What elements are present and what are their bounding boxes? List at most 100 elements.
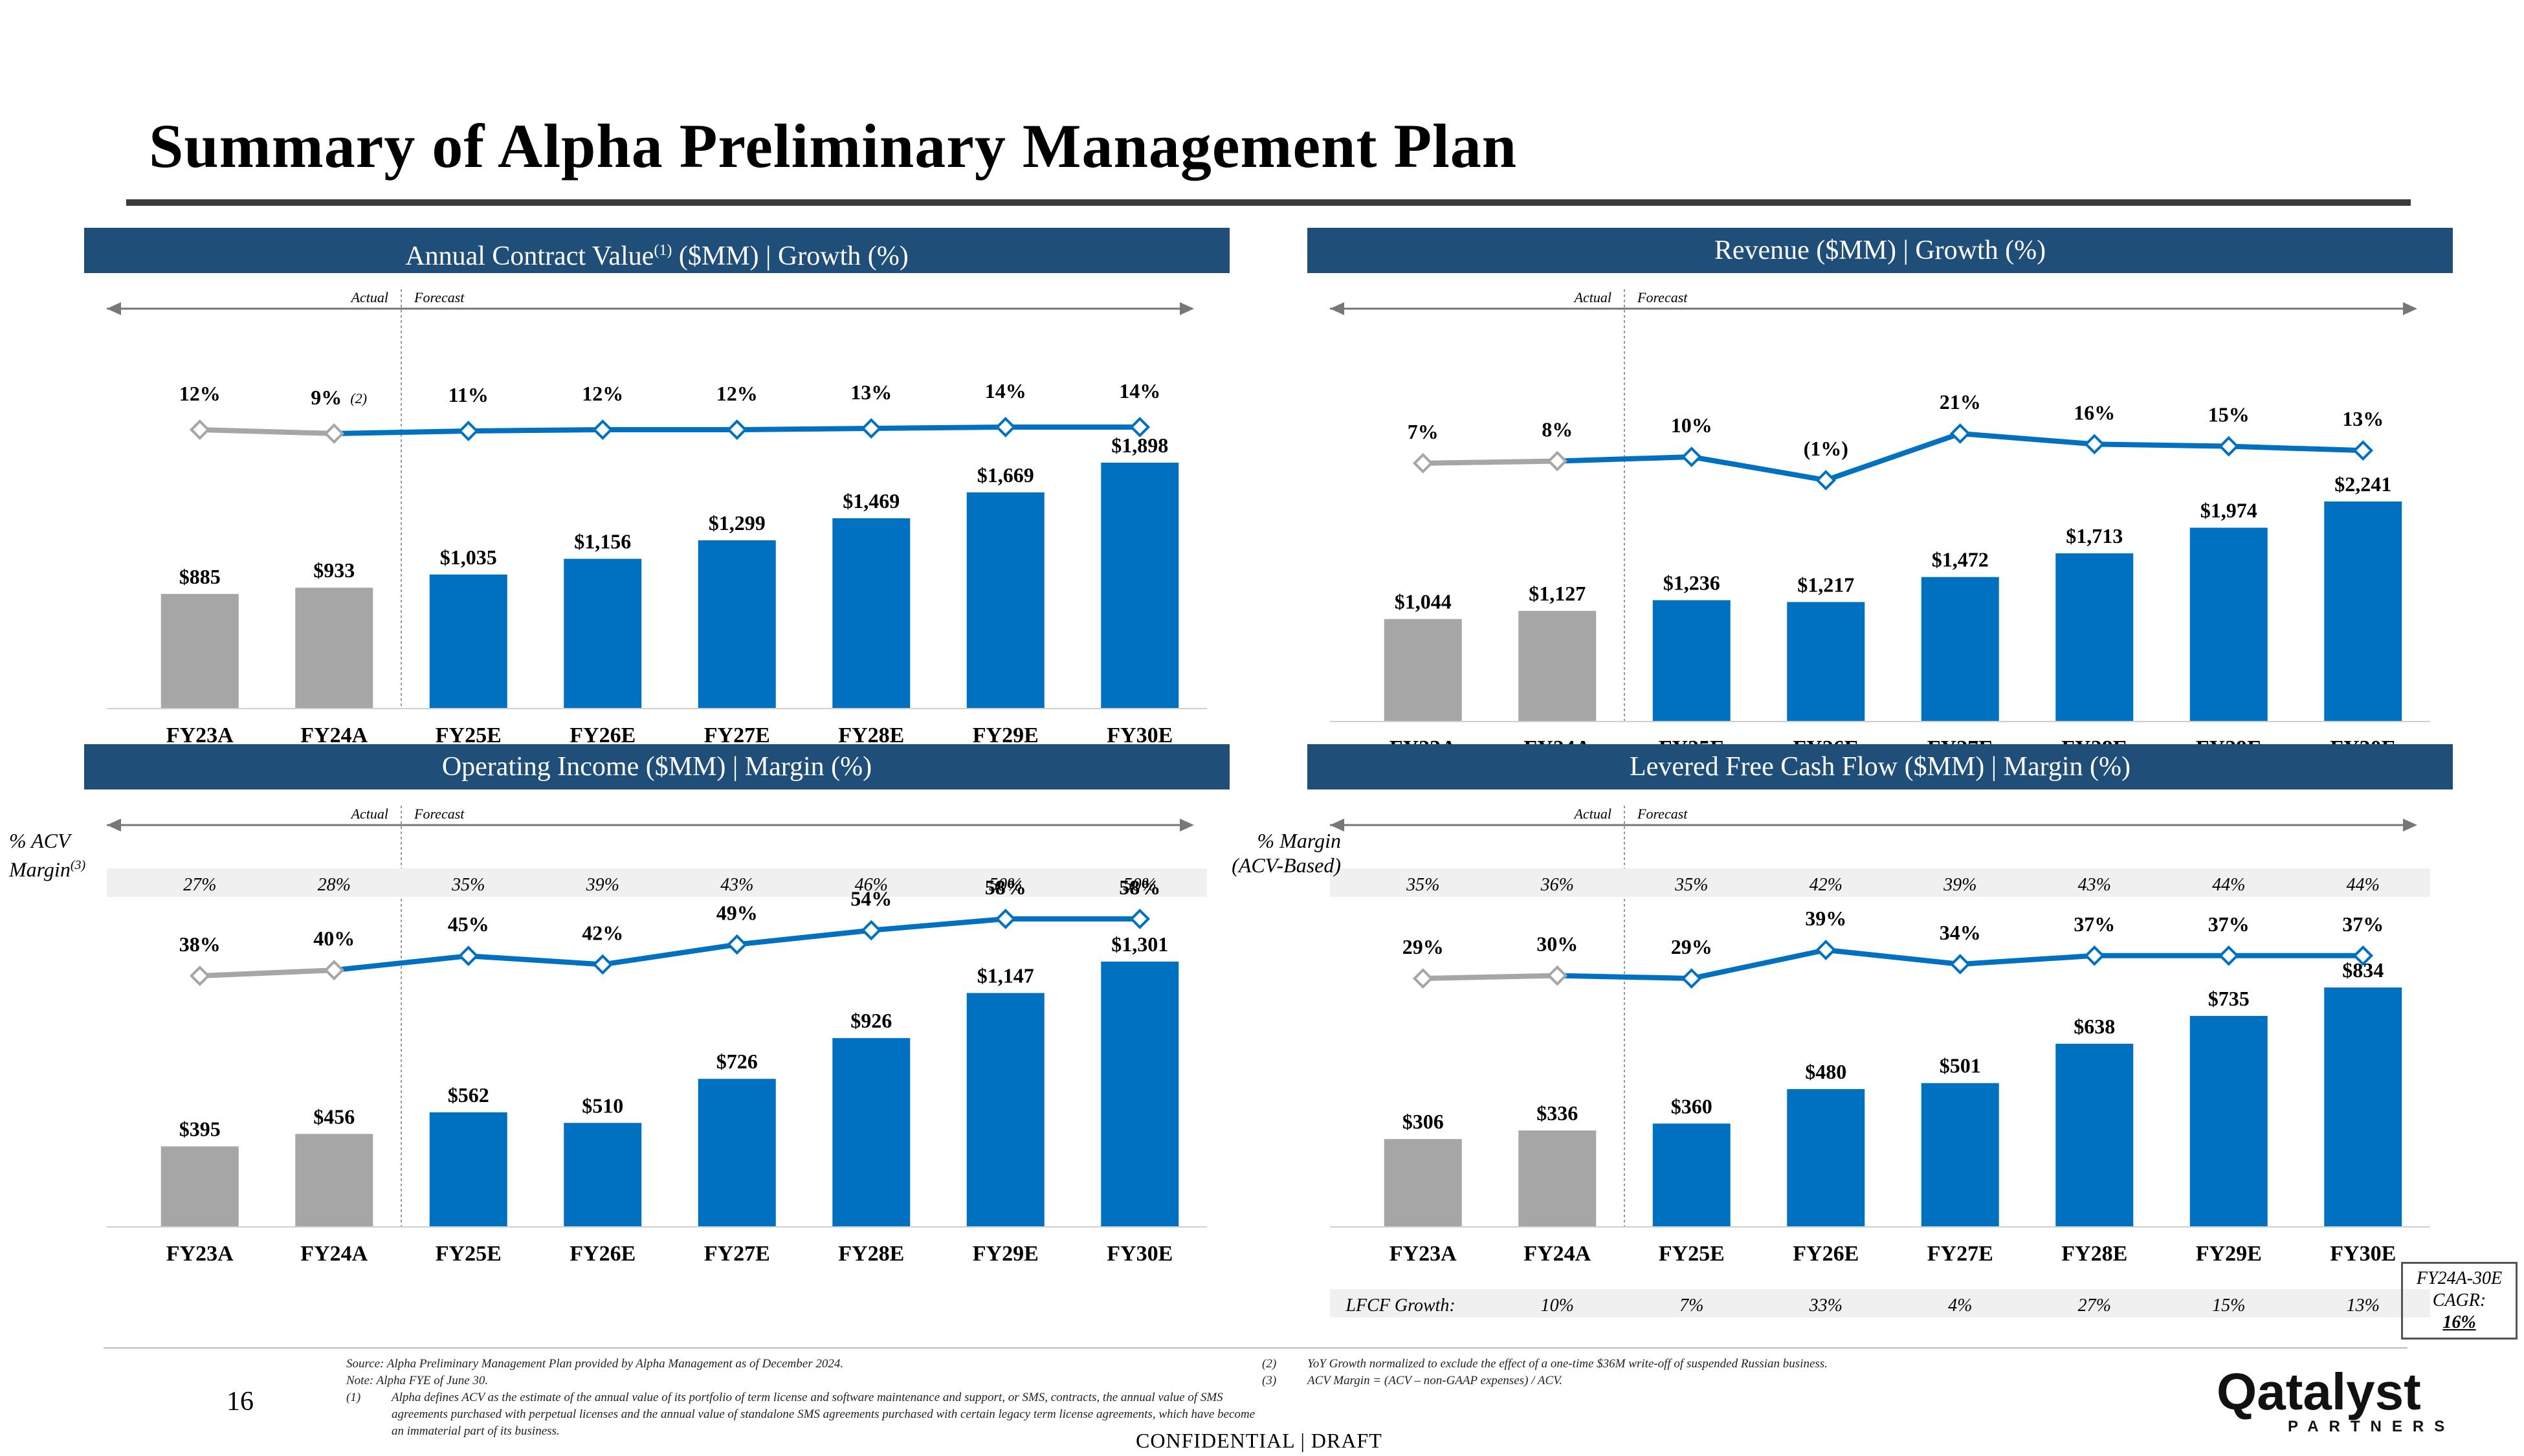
lfcf-category-label: FY28E [2061, 1242, 2127, 1266]
acv-line-value-label: 12% [179, 382, 221, 405]
revenue-line-segment [1557, 454, 1692, 464]
opinc-line-point [995, 909, 1016, 929]
acv-line-value-label: 12% [716, 382, 758, 405]
lfcf-line-segment [1960, 953, 2095, 967]
opinc-timeline-arrow-left [107, 819, 121, 832]
title-divider [126, 199, 2411, 206]
acv-line-point [861, 418, 882, 439]
revenue-line-value-label: (1%) [1804, 437, 1848, 460]
acv-bar-value-label: $1,299 [709, 511, 766, 535]
source-note: Source: Alpha Preliminary Management Pla… [346, 1357, 844, 1371]
logo-wordmark: Qatalyst [2217, 1363, 2421, 1420]
confidential-label: CONFIDENTIAL | DRAFT [1136, 1429, 1382, 1452]
lfcf-line-segment [1690, 947, 1827, 981]
lfcf-line-value-label: 29% [1402, 935, 1444, 958]
revenue-bar-value-label: $1,044 [1395, 590, 1452, 613]
revenue-category-label: FY23A [1389, 736, 1457, 745]
opinc-top-row-value: 46% [855, 875, 888, 895]
revenue-category-label: FY26E [1793, 736, 1859, 745]
page-number: 16 [227, 1387, 254, 1417]
acv-line-segment [871, 425, 1006, 431]
lfcf-category-label: FY23A [1389, 1242, 1457, 1266]
acv-bar-value-label: $1,669 [977, 463, 1034, 487]
lfcf-bottom-row-value: 13% [2347, 1296, 2380, 1316]
opinc-top-row-value: 50% [1124, 875, 1157, 895]
lfcf-line-point [1815, 940, 1837, 960]
lfcf-top-row-value: 35% [1406, 875, 1439, 895]
footnote-1-number: (1) [346, 1391, 361, 1404]
opinc-top-row-band [107, 868, 1207, 897]
lfcf-top-row-value: 36% [1540, 875, 1574, 895]
opinc-top-row-value: 28% [318, 875, 351, 895]
acv-chart: Actual Forecast $885 FY23A $933 FY24A $1,035 FY… [107, 289, 1207, 745]
acv-chart-panel: Annual Contract Value(1) ($MM) | Growth … [84, 228, 1230, 745]
lfcf-forecast-label: Forecast [1637, 806, 1688, 822]
opinc-category-label: FY25E [436, 1242, 502, 1262]
footnote-3-number: (3) [1262, 1374, 1277, 1387]
lfcf-line-point [1547, 965, 1568, 986]
opinc-line-value-label: 54% [850, 887, 892, 910]
lfcf-bar-value-label: $501 [1940, 1054, 1981, 1077]
lfcf-top-row-value: 44% [2347, 875, 2380, 895]
footnote-3: (3) ACV Margin = (ACV – non-GAAP expense… [1262, 1373, 2155, 1389]
revenue-bar [1921, 577, 1999, 722]
revenue-bar-value-label: $1,713 [2066, 524, 2123, 547]
acv-line-point [189, 419, 210, 440]
opinc-line-value-label: 49% [716, 901, 758, 925]
lfcf-bottom-row-value: 10% [1541, 1296, 1574, 1316]
revenue-actual-label: Actual [1573, 289, 1611, 305]
opinc-line-value-label: 38% [179, 932, 221, 956]
revenue-line-point [2218, 436, 2239, 457]
opinc-bar [698, 1079, 776, 1227]
opinc-line-segment [870, 916, 1006, 933]
lfcf-line-point [1681, 968, 1702, 989]
acv-forecast-label: Forecast [414, 289, 465, 305]
lfcf-timeline-arrow-right [2403, 819, 2417, 832]
opinc-line-segment [468, 953, 603, 967]
opinc-line-value-label: 42% [582, 921, 623, 944]
lfcf-line-value-label: 30% [1536, 932, 1578, 956]
footnote-2-number: (2) [1262, 1357, 1277, 1371]
revenue-line-value-label: 16% [2074, 401, 2115, 424]
footnotes-right: (2) YoY Growth normalized to exclude the… [1262, 1356, 2155, 1389]
lfcf-category-label: FY29E [2196, 1242, 2262, 1266]
lfcf-top-row-value: 35% [1674, 875, 1708, 895]
acv-line-segment [199, 427, 335, 436]
revenue-line-point [1547, 450, 1568, 472]
acv-bar [1101, 463, 1179, 709]
lfcf-top-row-value: 44% [2212, 875, 2245, 895]
acv-category-label: FY29E [973, 723, 1039, 745]
revenue-category-label: FY27E [1927, 736, 1993, 745]
acv-category-label: FY26E [570, 723, 636, 745]
operating-income-chart-header: Operating Income ($MM) | Margin (%) [84, 744, 1230, 789]
revenue-forecast-label: Forecast [1637, 289, 1688, 305]
acv-chart-title: Annual Contract Value(1) ($MM) | Growth … [405, 241, 909, 271]
operating-income-chart-title: Operating Income ($MM) | Margin (%) [441, 752, 872, 782]
opinc-line-segment [602, 942, 738, 967]
footnote-3-text: ACV Margin = (ACV – non-GAAP expenses) /… [1307, 1374, 1563, 1387]
acv-chart-header: Annual Contract Value(1) ($MM) | Growth … [84, 228, 1230, 273]
lfcf-top-row-value: 39% [1943, 875, 1976, 895]
cagr-box: FY24A-30E CAGR: 16% [2401, 1262, 2518, 1340]
opinc-line-point [726, 934, 747, 955]
lfcf-top-row-value: 43% [2078, 875, 2111, 895]
footnotes-left: Source: Alpha Preliminary Management Pla… [346, 1356, 1259, 1440]
revenue-line-point [1815, 470, 1837, 491]
opinc-line-point [458, 945, 479, 967]
revenue-line-segment [1691, 454, 1826, 483]
lfcf-bottom-row-value: 15% [2212, 1296, 2245, 1316]
opinc-actual-label: Actual [350, 806, 388, 822]
footnote-1: (1) Alpha defines ACV as the estimate of… [346, 1389, 1259, 1440]
opinc-line-point [592, 954, 614, 975]
lfcf-bar [1384, 1139, 1462, 1227]
revenue-line-point [2352, 440, 2374, 461]
revenue-bar [2324, 502, 2402, 722]
lfcf-bottom-row-value: 4% [1948, 1296, 1972, 1316]
page-title: Summary of Alpha Preliminary Management … [149, 111, 1518, 181]
revenue-line-segment [2228, 443, 2363, 454]
revenue-bar-value-label: $1,472 [1932, 548, 1989, 571]
revenue-chart: Actual Forecast $1,044 FY23A $1,127 FY24A $1,2… [1330, 289, 2430, 745]
lfcf-bottom-row-value: 33% [1809, 1296, 1843, 1316]
qatalyst-logo: Qatalyst PARTNERS [2217, 1362, 2455, 1436]
revenue-line-point [1681, 447, 1702, 467]
